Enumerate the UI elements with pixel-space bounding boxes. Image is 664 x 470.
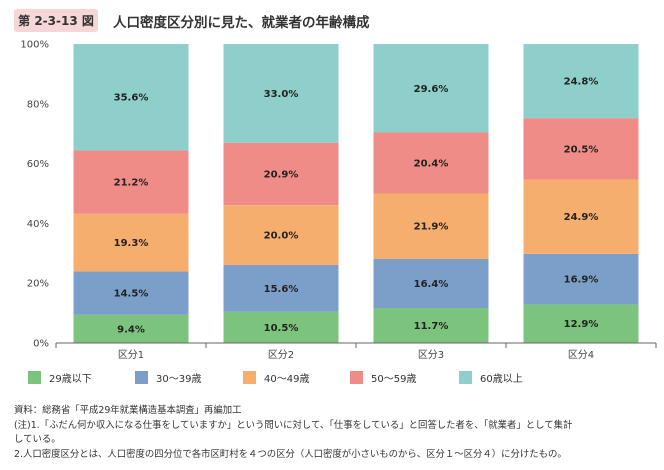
bar-segment bbox=[73, 314, 189, 343]
legend-label: 60歳以上 bbox=[480, 374, 523, 385]
data-label: 35.6% bbox=[114, 93, 149, 104]
x-tick-label: 区分4 bbox=[568, 349, 594, 361]
legend-swatch bbox=[243, 371, 256, 384]
legend-swatch bbox=[350, 371, 363, 384]
bar-segment bbox=[223, 142, 339, 206]
legend-swatch bbox=[459, 371, 472, 384]
data-label: 29.6% bbox=[414, 84, 449, 95]
legend-item: 29歳以下 bbox=[28, 370, 92, 385]
data-label: 14.5% bbox=[114, 289, 149, 300]
data-label: 20.5% bbox=[564, 144, 599, 155]
legend-label: 30～39歳 bbox=[156, 374, 202, 385]
legend-item: 30～39歳 bbox=[135, 370, 201, 385]
data-label: 9.4% bbox=[117, 324, 145, 335]
data-label: 21.9% bbox=[414, 222, 449, 233]
legend-label: 40～49歳 bbox=[264, 374, 310, 385]
x-tick-label: 区分3 bbox=[418, 349, 444, 361]
y-tick-label: 80% bbox=[27, 99, 49, 110]
stacked-bar-chart: 0% 20% 40% 60% 80% 100% 9.4% 14.5% 19.3% 21.2% 35.… bbox=[20, 40, 657, 361]
bar-segment bbox=[523, 118, 639, 180]
data-label: 24.9% bbox=[564, 212, 599, 223]
legend: 29歳以下 30～39歳 40～49歳 50～59歳 60歳以上 bbox=[0, 370, 664, 386]
bar-segment bbox=[373, 258, 489, 309]
data-label: 16.4% bbox=[414, 279, 449, 290]
data-label: 33.0% bbox=[264, 89, 299, 100]
data-label: 16.9% bbox=[564, 275, 599, 286]
data-label: 20.9% bbox=[264, 169, 299, 180]
data-label: 11.7% bbox=[414, 321, 449, 332]
data-label: 20.0% bbox=[264, 231, 299, 242]
x-tick-label: 区分1 bbox=[118, 349, 144, 361]
bar-segment bbox=[373, 308, 489, 343]
y-tick-label: 0% bbox=[33, 339, 49, 350]
bar-segment bbox=[523, 253, 639, 305]
legend-item: 50～59歳 bbox=[350, 370, 416, 385]
bar-segment bbox=[373, 44, 489, 133]
data-label: 24.8% bbox=[564, 77, 599, 88]
legend-swatch bbox=[28, 371, 41, 384]
data-label: 10.5% bbox=[264, 323, 299, 334]
data-label: 21.2% bbox=[114, 178, 149, 189]
bar-segment bbox=[223, 44, 339, 143]
legend-label: 29歳以下 bbox=[49, 374, 92, 385]
figure-number-badge: 第 2-3-13 図 bbox=[14, 9, 98, 32]
note-1: (注)1.「ふだん何か収入になる仕事をしていますか」という問いに対して、「仕事を… bbox=[14, 419, 573, 431]
legend-swatch bbox=[135, 371, 148, 384]
y-tick-label: 40% bbox=[27, 219, 49, 230]
legend-label: 50～59歳 bbox=[371, 374, 417, 385]
notes: 資料：総務省「平成29年就業構造基本調査」再編加工 (注)1.「ふだん何か収入に… bbox=[14, 404, 664, 462]
y-tick-label: 20% bbox=[27, 279, 49, 290]
bar-segment bbox=[373, 132, 489, 194]
bar-segment bbox=[223, 205, 339, 265]
data-label: 20.4% bbox=[414, 159, 449, 170]
bar-segment bbox=[73, 213, 189, 272]
data-label: 15.6% bbox=[264, 284, 299, 295]
figure-number: 第 2-3-13 図 bbox=[18, 14, 94, 28]
bar-segment bbox=[523, 304, 639, 343]
bar-segment bbox=[223, 264, 339, 312]
data-label: 19.3% bbox=[114, 238, 149, 249]
note-2: 2.人口密度区分とは、人口密度の四分位で各市区町村を４つの区分（人口密度が小さい… bbox=[14, 448, 567, 460]
x-tick-label: 区分2 bbox=[268, 349, 294, 361]
y-tick-label: 60% bbox=[27, 159, 49, 170]
bar-segment bbox=[373, 193, 489, 259]
bar-segment bbox=[73, 271, 189, 315]
chart-title: 人口密度区分別に見た、就業者の年齢構成 bbox=[113, 15, 370, 31]
y-tick-label: 100% bbox=[20, 40, 49, 51]
data-label: 12.9% bbox=[564, 319, 599, 330]
bar-segment bbox=[523, 44, 639, 119]
legend-item: 40～49歳 bbox=[243, 370, 309, 385]
bar-segment bbox=[73, 150, 189, 214]
note-1-cont: している。 bbox=[14, 434, 61, 446]
legend-item: 60歳以上 bbox=[459, 370, 523, 385]
note-source: 資料：総務省「平成29年就業構造基本調査」再編加工 bbox=[14, 405, 242, 416]
bar-segment bbox=[523, 179, 639, 254]
bar-segment bbox=[73, 44, 189, 151]
bar-segment bbox=[223, 311, 339, 343]
